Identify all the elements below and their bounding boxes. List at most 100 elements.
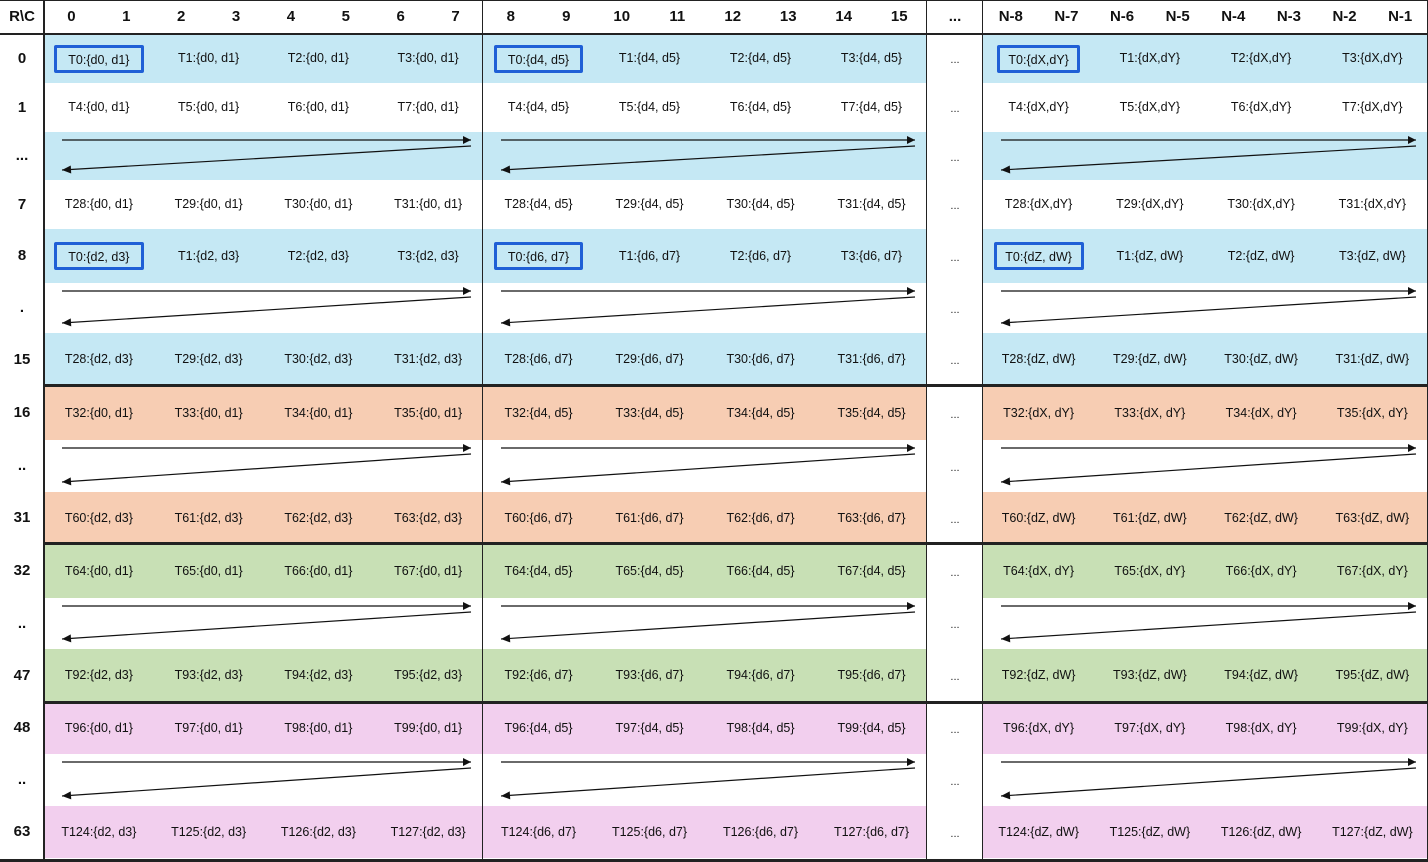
thread-cell: T29:{dZ, dW} (1113, 352, 1187, 366)
group-divider (44, 542, 1428, 545)
thread-cell: T60:{d2, d3} (64, 511, 133, 525)
column-header: 0 (67, 8, 76, 25)
thread-cell: T125:{d2, d3} (171, 825, 247, 839)
gap-ellipsis: ... (950, 304, 960, 316)
thread-cell: T0:{d2, d3} (44, 229, 154, 283)
row-band (483, 806, 927, 858)
thread-cell: T4:{d4, d5} (507, 100, 570, 114)
thread-cell: T95:{d2, d3} (394, 668, 463, 682)
row-label: .. (17, 457, 27, 474)
thread-cell: T30:{d2, d3} (284, 352, 353, 366)
thread-cell: T34:{d4, d5} (726, 406, 795, 420)
gap-ellipsis: ... (950, 776, 960, 788)
thread-cell: T92:{d6, d7} (504, 668, 573, 682)
thread-cell: T94:{dZ, dW} (1224, 668, 1298, 682)
arrowhead (907, 602, 915, 610)
thread-cell: T2:{d2, d3} (287, 249, 349, 263)
thread-cell: T66:{d4, d5} (726, 564, 795, 578)
block-divider (926, 0, 927, 862)
arrowhead (62, 318, 72, 327)
thread-cell: T92:{d2, d3} (64, 668, 133, 682)
row-label: 7 (17, 196, 27, 213)
group-divider (44, 701, 1428, 704)
thread-cell: T0:{d0, d1} (44, 34, 154, 83)
column-header: N-1 (1388, 8, 1413, 25)
row-band (983, 806, 1428, 858)
thread-cell: T6:{d0, d1} (287, 100, 349, 114)
thread-cell: T28:{dZ, dW} (1001, 352, 1076, 366)
thread-cell: T4:{d0, d1} (68, 100, 130, 114)
column-header: N-4 (1221, 8, 1246, 25)
thread-cell: T30:{d4, d5} (726, 197, 795, 211)
header-top-line (0, 0, 1428, 1)
row-label: .. (17, 771, 27, 788)
column-header: 10 (613, 8, 631, 25)
row-band (44, 806, 483, 858)
thread-cell: T65:{d0, d1} (174, 564, 243, 578)
arrowhead (1001, 791, 1011, 800)
thread-cell: T1:{dZ, dW} (1116, 249, 1184, 263)
thread-cell: T97:{d0, d1} (174, 721, 243, 735)
thread-cell: T28:{dX,dY} (1004, 197, 1073, 211)
arrowhead (501, 477, 511, 486)
arrowhead (62, 477, 72, 486)
arrowhead (1001, 165, 1011, 174)
arrowhead (907, 136, 915, 144)
arrowhead (62, 165, 72, 174)
thread-cell: T3:{dX,dY} (1342, 51, 1403, 65)
thread-cell: T94:{d2, d3} (284, 668, 353, 682)
thread-cell: T31:{d4, d5} (837, 197, 906, 211)
row-band (44, 34, 483, 83)
row-label: 8 (17, 247, 27, 264)
column-header: N-8 (998, 8, 1023, 25)
highlight-box: T0:{dZ, dW} (993, 242, 1084, 270)
thread-cell: T60:{d6, d7} (504, 511, 573, 525)
thread-cell: T31:{d0, d1} (394, 197, 463, 211)
gap-ellipsis: ... (950, 252, 960, 264)
column-header: N-5 (1165, 8, 1190, 25)
arrow-return (1000, 145, 1417, 171)
row-band (44, 333, 483, 386)
thread-cell: T33:{dX, dY} (1114, 406, 1186, 420)
arrowhead (463, 136, 471, 144)
thread-cell: T29:{d0, d1} (174, 197, 243, 211)
arrowhead (1001, 634, 1011, 643)
thread-cell: T6:{dX,dY} (1230, 100, 1292, 114)
column-header: 15 (890, 8, 908, 25)
block-divider (482, 0, 483, 862)
thread-cell: T29:{dX,dY} (1116, 197, 1184, 211)
thread-cell: T94:{d6, d7} (726, 668, 795, 682)
thread-cell: T7:{dX,dY} (1342, 100, 1403, 114)
thread-cell: T32:{d0, d1} (64, 406, 133, 420)
thread-cell: T98:{dX, dY} (1225, 721, 1297, 735)
row-band (983, 34, 1428, 83)
thread-cell: T0:{dX,dY} (983, 34, 1094, 83)
thread-cell: T32:{dX, dY} (1003, 406, 1075, 420)
thread-cell: T61:{d2, d3} (174, 511, 243, 525)
thread-cell: T29:{d2, d3} (174, 352, 243, 366)
thread-cell: T64:{d4, d5} (504, 564, 573, 578)
thread-cell: T28:{d2, d3} (64, 352, 133, 366)
column-header-ellipsis: ... (948, 8, 962, 25)
thread-cell: T93:{dZ, dW} (1113, 668, 1187, 682)
corner-label: R\C (9, 8, 35, 25)
thread-cell: T0:{dZ, dW} (983, 229, 1094, 283)
row-label: 47 (13, 667, 31, 684)
thread-cell: T2:{dX,dY} (1230, 51, 1292, 65)
thread-cell: T7:{d0, d1} (397, 100, 459, 114)
arrowhead (501, 165, 511, 174)
gap-ellipsis: ... (950, 514, 960, 526)
thread-cell: T3:{dZ, dW} (1339, 249, 1406, 263)
row-band (483, 544, 927, 598)
thread-cell: T60:{dZ, dW} (1001, 511, 1076, 525)
column-header: N-2 (1332, 8, 1357, 25)
thread-cell: T61:{d6, d7} (615, 511, 684, 525)
arrowhead (1001, 318, 1011, 327)
thread-cell: T4:{dX,dY} (1008, 100, 1069, 114)
gap-ellipsis: ... (950, 619, 960, 631)
row-band (983, 702, 1428, 754)
thread-cell: T127:{d2, d3} (390, 825, 466, 839)
column-header: 7 (451, 8, 460, 25)
